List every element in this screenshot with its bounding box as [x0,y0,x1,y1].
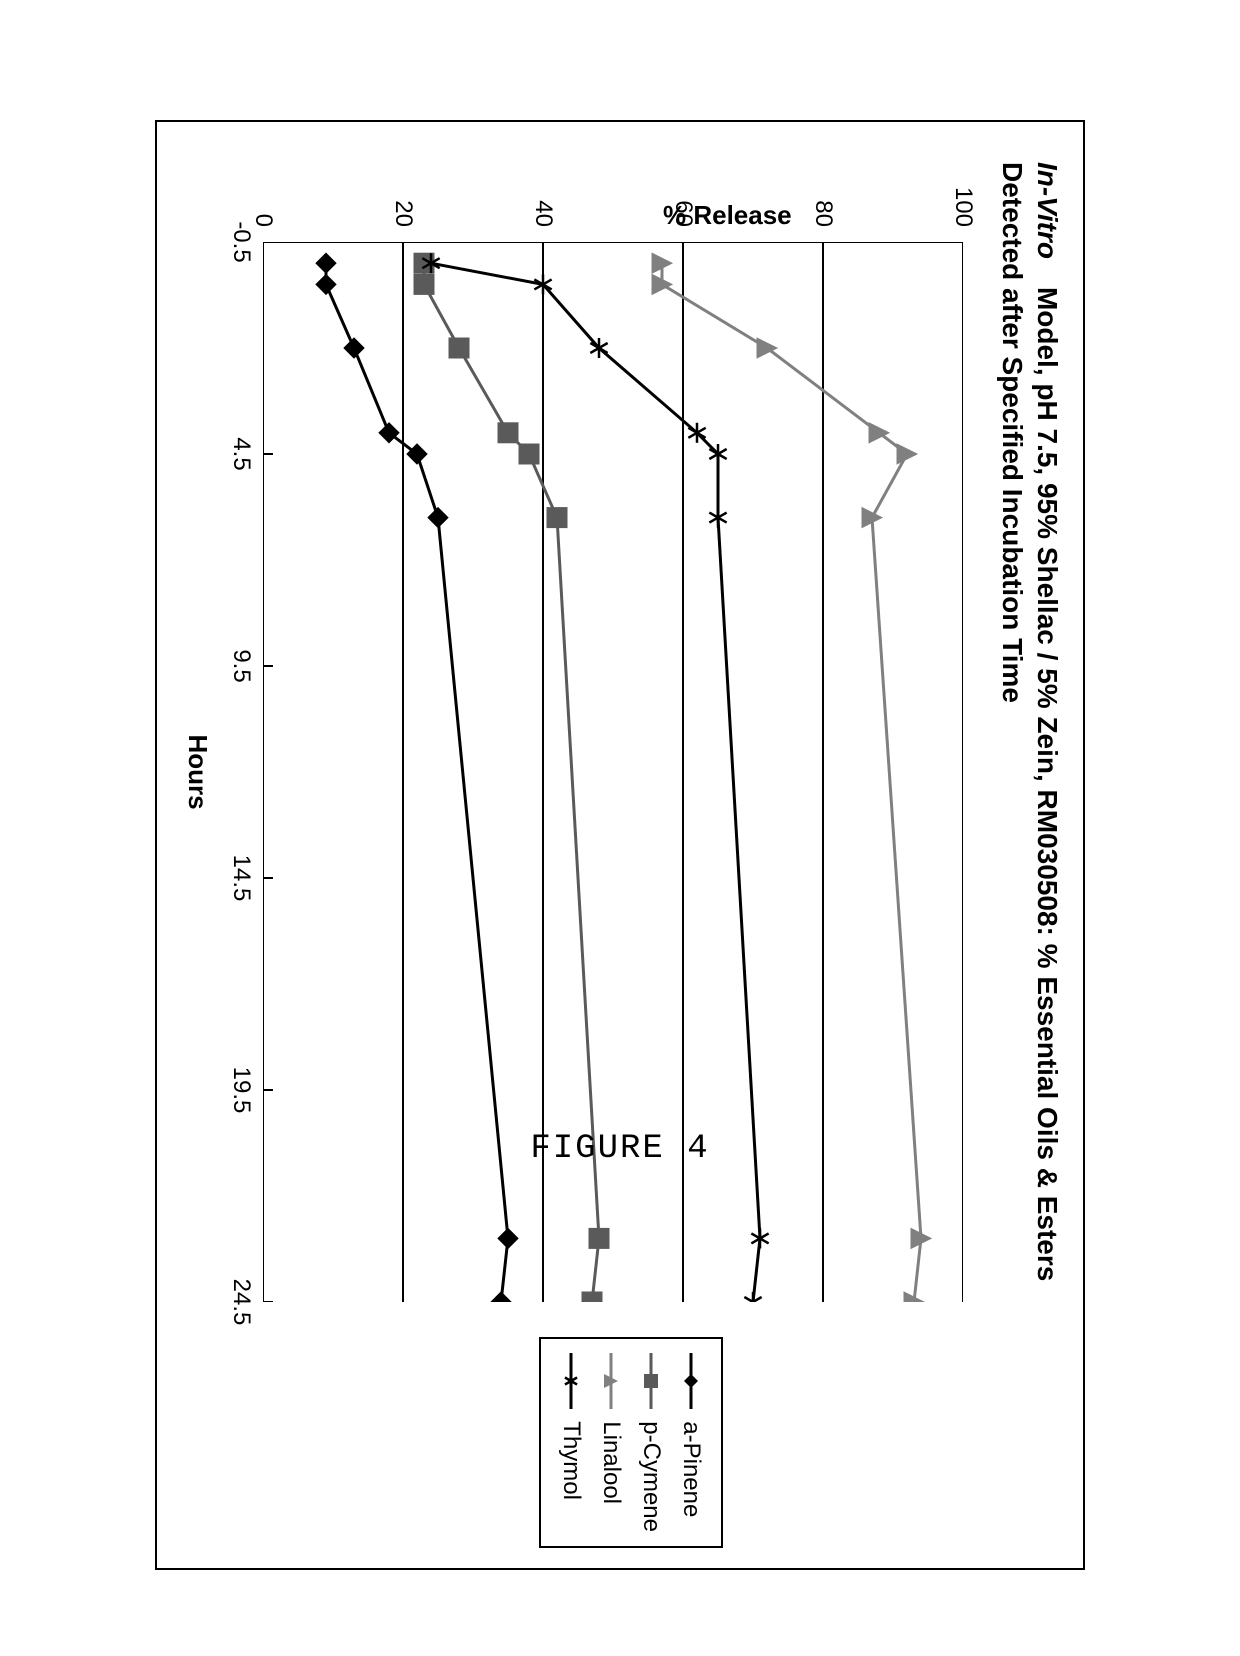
legend-row: p-Cymene [631,1353,671,1532]
legend-row: Linalool [591,1353,631,1532]
legend-row: a-Pinene [671,1353,711,1532]
xtick-label: 19.5 [227,1050,255,1130]
legend-label: a-Pinene [677,1421,705,1517]
legend-label: p-Cymene [637,1421,665,1532]
legend-row: Thymol [551,1353,591,1532]
legend-label: Linalool [597,1421,625,1504]
legend: a-Pinene p-Cymene Linalool Thymol [539,1337,723,1548]
xtick-label: 9.5 [227,626,255,706]
legend-swatch [559,1353,583,1409]
legend-label: Thymol [557,1421,585,1500]
legend-swatch [679,1353,703,1409]
figure-caption: FIGURE 4 [0,1130,1240,1168]
chart-frame: In-Vitro Model, pH 7.5, 95% Shellac / 5%… [155,120,1085,1570]
landscape-wrapper: In-Vitro Model, pH 7.5, 95% Shellac / 5%… [145,110,1095,1580]
legend-swatch [639,1353,663,1409]
legend-swatch [599,1353,623,1409]
xtick-label: 14.5 [227,838,255,918]
xtick-label: 4.5 [227,414,255,494]
landscape-inner: In-Vitro Model, pH 7.5, 95% Shellac / 5%… [145,110,1095,1580]
xtick-label: 24.5 [227,1262,255,1342]
page: In-Vitro Model, pH 7.5, 95% Shellac / 5%… [0,0,1240,1656]
xtick-label: -0.5 [227,202,255,282]
